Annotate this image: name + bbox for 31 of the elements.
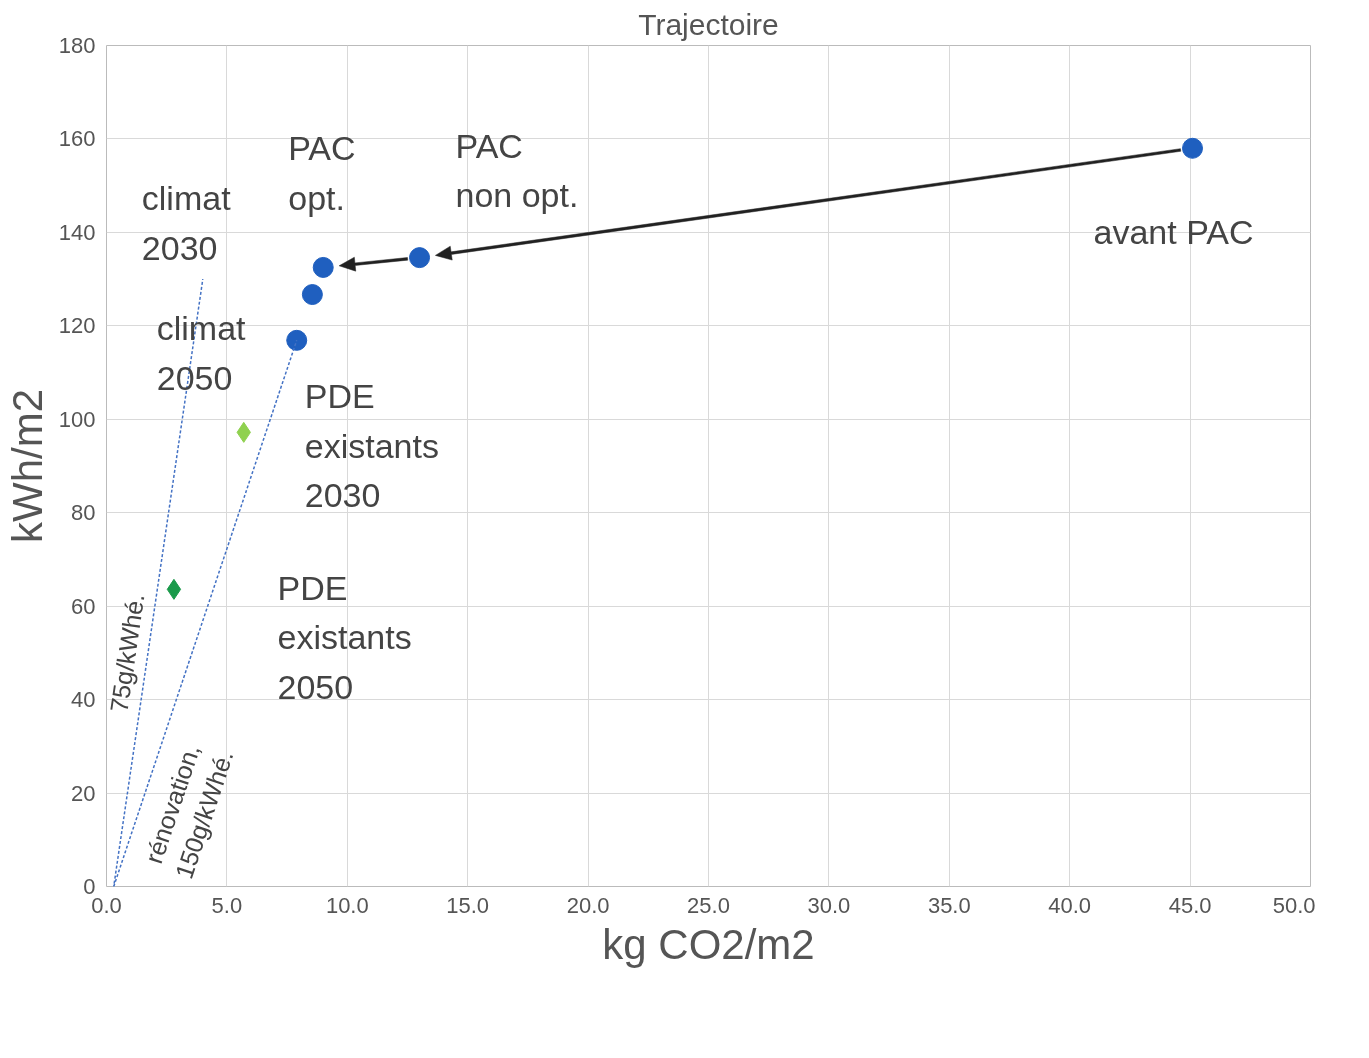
y-axis-title: kWh/m2 [3, 388, 51, 544]
y-tick-label: 140 [58, 219, 96, 245]
annotation: avant PAC [1093, 213, 1254, 252]
x-tick-label: 45.0 [1168, 892, 1212, 918]
y-tick-label: 100 [58, 406, 96, 432]
x-tick-label: 25.0 [687, 892, 730, 918]
y-tick-label: 180 [58, 33, 96, 58]
annotation: PAC opt. [288, 129, 356, 217]
y-tick-label: 160 [58, 126, 96, 152]
x-tick-label: 20.0 [566, 892, 610, 918]
annotation: climat 2030 [141, 179, 232, 267]
y-tick-label: 80 [71, 500, 96, 526]
chart-title: Trajectoire [638, 7, 779, 41]
x-axis-title: kg CO2/m2 [602, 920, 815, 968]
y-tick-label: 40 [71, 687, 96, 713]
annotation: PDE existants 2030 [304, 377, 439, 515]
annotation: PAC non opt. [455, 126, 579, 215]
x-tick-label: 35.0 [927, 892, 971, 918]
y-tick-label: 60 [71, 593, 96, 619]
x-tick-label: 30.0 [807, 892, 851, 918]
annotation: PDE existants 2050 [277, 568, 412, 706]
x-tick-label: 15.0 [446, 892, 490, 918]
y-tick-label: 0 [83, 874, 96, 899]
annotation: 75g/kWhé. [104, 591, 150, 715]
x-tick-label: 5.0 [211, 892, 243, 918]
y-tick-label: 20 [71, 780, 96, 806]
x-tick-label: 40.0 [1048, 892, 1092, 918]
x-tick-label: 50.0 [1272, 892, 1316, 918]
y-tick-label: 120 [58, 313, 96, 339]
x-tick-label: 10.0 [325, 892, 369, 918]
annotation: climat 2050 [156, 309, 247, 397]
